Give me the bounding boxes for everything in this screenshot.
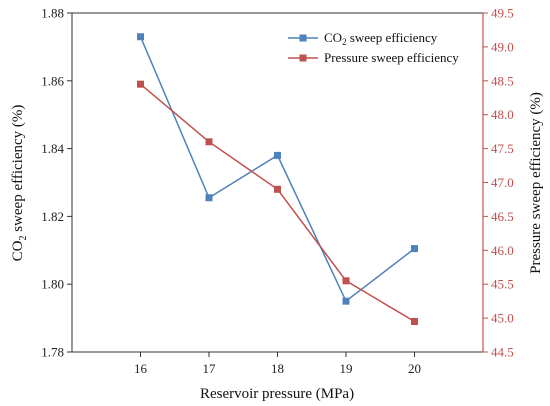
legend: CO2 sweep efficiency Pressure sweep effi… [288, 30, 459, 65]
x-tick-label: 17 [203, 361, 217, 376]
legend-marker-co2 [299, 34, 307, 42]
left-tick-label: 1.84 [41, 141, 64, 156]
left-tick-label: 1.86 [41, 73, 64, 88]
right-tick-label: 47.5 [491, 141, 514, 156]
right-tick-label: 47.0 [491, 175, 514, 190]
left-tick-label: 1.88 [41, 6, 64, 21]
right-tick-label: 48.0 [491, 107, 514, 122]
left-tick-label: 1.80 [41, 277, 64, 292]
legend-label-co2-sub: 2 [342, 37, 347, 47]
series-point-0 [205, 194, 213, 202]
series-line-1 [140, 83, 415, 323]
right-tick-label: 44.5 [491, 345, 514, 360]
right-axis-ticks: 44.5 45.0 45.5 46.0 46.5 47.0 47.5 48.0 48.5 49.0… [482, 6, 514, 360]
right-axis-title: Pressure sweep efficiency (%) [528, 92, 544, 274]
series-point-1 [411, 317, 418, 325]
x-tick-label: 18 [271, 361, 284, 376]
series-point-0 [411, 245, 418, 253]
legend-label-pressure: Pressure sweep efficiency [324, 50, 459, 65]
series-line-0 [139, 36, 415, 303]
legend-label-co2-suffix: sweep efficiency [347, 30, 438, 45]
right-tick-label: 46.0 [491, 243, 514, 258]
legend-label-co2: CO2 sweep efficiency [324, 30, 438, 47]
legend-marker-pressure [299, 54, 307, 62]
x-tick-label: 19 [340, 361, 353, 376]
right-tick-label: 48.5 [491, 73, 514, 88]
left-axis-ticks: 1.78 1.80 1.82 1.84 1.86 1.88 [41, 6, 72, 360]
x-tick-label: 20 [408, 361, 421, 376]
right-tick-label: 46.5 [491, 209, 514, 224]
left-axis-title-sub: 2 [18, 236, 29, 241]
series-layer [137, 33, 418, 325]
right-tick-label: 45.5 [491, 277, 514, 292]
series-point-0 [137, 33, 144, 41]
series-point-0 [342, 297, 350, 305]
right-tick-label: 49.5 [491, 6, 514, 21]
right-tick-label: 45.0 [491, 311, 514, 326]
left-axis-title-prefix: CO [10, 240, 26, 261]
series-point-0 [274, 151, 281, 159]
legend-label-co2-prefix: CO [324, 30, 342, 45]
right-tick-label: 49.0 [491, 39, 514, 54]
left-tick-label: 1.78 [41, 345, 64, 360]
left-axis-title: CO2 sweep efficiency (%) [10, 105, 29, 262]
left-tick-label: 1.82 [41, 209, 64, 224]
series-point-1 [274, 185, 281, 193]
x-axis-ticks: 16 17 18 19 20 [134, 352, 421, 376]
series-point-1 [205, 138, 213, 146]
series-point-1 [342, 277, 350, 285]
left-axis-title-suffix: sweep efficiency (%) [10, 105, 26, 236]
series-point-1 [137, 80, 144, 88]
x-tick-label: 16 [134, 361, 148, 376]
x-axis-title: Reservoir pressure (MPa) [200, 386, 354, 402]
